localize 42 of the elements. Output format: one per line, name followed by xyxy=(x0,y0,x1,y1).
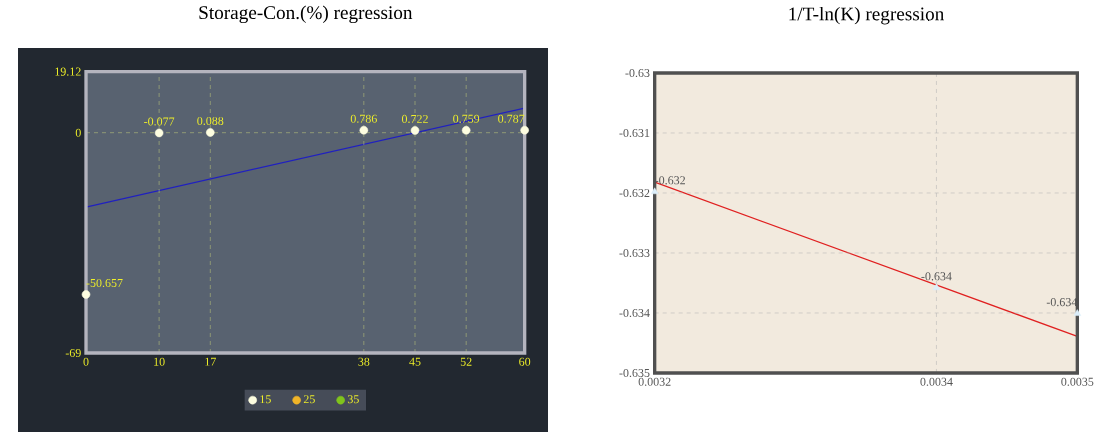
x-tick-label: 0 xyxy=(83,357,89,366)
y-tick-label: 0 xyxy=(75,128,81,137)
x-tick-label: 52 xyxy=(460,357,472,366)
point xyxy=(650,187,659,195)
point xyxy=(206,128,215,137)
y-tick-label: 19.12 xyxy=(55,67,81,76)
y-tick-label: -0.635 xyxy=(619,368,650,378)
data-label: -0.632 xyxy=(655,176,685,185)
x-tick-label: 38 xyxy=(358,357,370,366)
data-label: -0.634 xyxy=(921,272,952,281)
y-tick-label: -0.633 xyxy=(619,248,650,258)
data-label: 0.759 xyxy=(453,114,480,123)
data-label: 0.088 xyxy=(197,116,224,126)
point xyxy=(81,290,91,299)
point xyxy=(410,126,420,135)
chart-title: Storage-Con.(%) regression xyxy=(199,5,413,24)
point xyxy=(1073,309,1082,316)
chart-title: 1/T-ln(K) regression xyxy=(789,6,944,25)
y-tick-label: -0.634 xyxy=(619,308,650,318)
y-tick-label: -0.63 xyxy=(625,68,650,78)
legend-label: 35 xyxy=(347,395,359,404)
data-label: 0.786 xyxy=(350,114,377,123)
legend-label: 15 xyxy=(260,395,271,404)
x-tick-label: 10 xyxy=(154,357,165,366)
point xyxy=(520,125,529,135)
x-tick-label: 0.0035 xyxy=(1061,377,1094,386)
x-tick-label: 60 xyxy=(519,357,531,366)
data-label: 0.722 xyxy=(401,114,428,124)
y-tick-label: -69 xyxy=(65,348,81,358)
point xyxy=(154,128,164,138)
y-tick-label: -0.632 xyxy=(619,188,650,198)
x-tick-label: 0.0032 xyxy=(638,377,671,386)
y-tick-label: -0.631 xyxy=(619,128,650,138)
x-tick-label: 17 xyxy=(205,357,216,366)
point xyxy=(461,126,471,135)
point xyxy=(359,125,369,135)
x-tick-label: 45 xyxy=(409,357,421,366)
x-tick-label: 0.0034 xyxy=(920,377,953,386)
point xyxy=(932,283,941,291)
data-label: -0.634 xyxy=(1046,298,1078,307)
legend-label: 25 xyxy=(303,395,315,404)
data-label: -0.077 xyxy=(144,117,175,126)
